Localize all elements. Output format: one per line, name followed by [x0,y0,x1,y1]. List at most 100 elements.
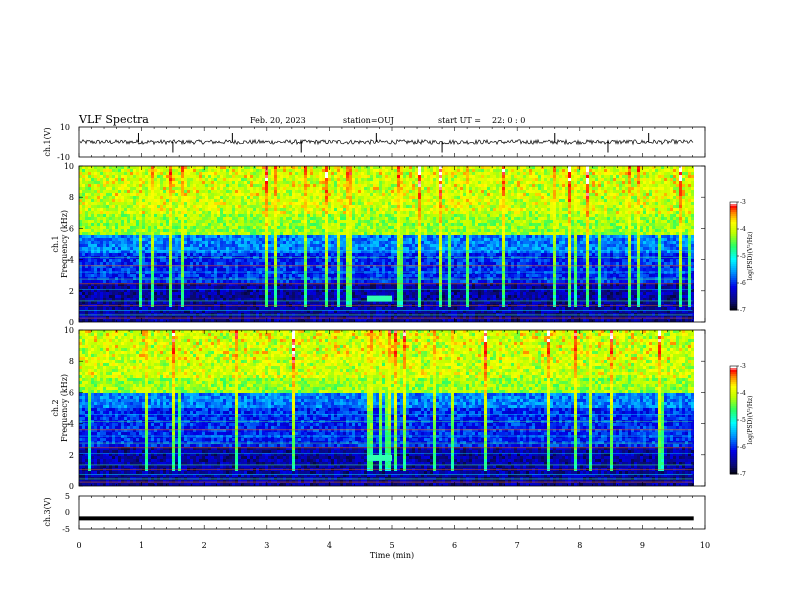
spec-cell [298,244,301,247]
spec-cell [253,223,256,226]
spec-cell [349,232,352,235]
spec-cell [97,190,100,193]
spec-cell [121,184,124,187]
spec-cell [79,253,82,256]
spec-cell [226,301,229,304]
spec-cell [277,193,280,196]
spec-cell [283,232,286,235]
spec-cell [175,205,178,208]
spec-cell [292,253,295,256]
spec-cell [160,283,163,286]
spec-cell [139,286,142,289]
spec-cell [175,295,178,298]
spec-cell [106,271,109,274]
spec-cell [292,202,295,205]
spec-cell [115,247,118,250]
spec-cell [244,178,247,181]
spec-cell [100,289,103,292]
spec-cell [301,298,304,301]
spec-cell [184,283,187,286]
spec-cell [154,292,157,295]
spec-cell [184,253,187,256]
spec-cell [145,217,148,220]
spec-cell [304,274,307,277]
spec-cell [205,271,208,274]
spec-cell [136,217,139,220]
spec-cell [346,271,349,274]
spec-cell [325,307,328,310]
spec-cell [178,265,181,268]
spec-cell [175,169,178,172]
spec-cell [328,247,331,250]
spec-cell [214,169,217,172]
spec-cell [145,286,148,289]
spec-cell [313,301,316,304]
spec-cell [163,292,166,295]
spec-cell [328,316,331,319]
spec-cell [106,253,109,256]
spec-cell [133,175,136,178]
spec-cell [301,214,304,217]
spec-cell [265,292,268,295]
spec-cell [118,172,121,175]
spec-cell [121,235,124,238]
spec-cell [82,172,85,175]
spec-cell [343,196,346,199]
spec-cell [97,286,100,289]
spec-cell [277,202,280,205]
spec-cell [199,199,202,202]
spec-cell [280,292,283,295]
spec-cell [259,307,262,310]
spec-cell [241,178,244,181]
spec-cell [172,208,175,211]
spec-cell [121,244,124,247]
spec-cell [79,205,82,208]
spec-cell [304,235,307,238]
spec-cell [193,295,196,298]
spec-cell [124,259,127,262]
spec-cell [199,280,202,283]
spec-cell [253,310,256,313]
spec-cell [91,214,94,217]
spec-cell [157,235,160,238]
spec-cell [91,184,94,187]
spec-cell [268,187,271,190]
spec-cell [277,295,280,298]
spec-cell [133,298,136,301]
spec-cell [118,247,121,250]
spec-cell [130,238,133,241]
spec-cell [301,247,304,250]
spec-cell [193,292,196,295]
spec-cell [202,268,205,271]
spec-cell [121,247,124,250]
spec-cell [295,205,298,208]
spec-cell [268,301,271,304]
spec-cell [358,178,361,181]
spec-cell [250,235,253,238]
spec-cell [256,271,259,274]
spec-cell [160,229,163,232]
spec-cell [106,193,109,196]
spec-cell [277,244,280,247]
spec-cell [97,310,100,313]
spec-cell [271,169,274,172]
spec-cell [139,187,142,190]
spec-cell [310,283,313,286]
spec-cell [247,253,250,256]
spec-cell [145,259,148,262]
spec-cell [154,166,157,169]
spec-cell [349,220,352,223]
spec-cell [301,175,304,178]
spec-cell [121,202,124,205]
spec-cell [118,307,121,310]
spec-cell [142,313,145,316]
spec-cell [175,310,178,313]
spec-cell [157,169,160,172]
spec-cell [331,280,334,283]
spec-cell [355,235,358,238]
spec-cell [244,226,247,229]
spec-cell [172,280,175,283]
spec-cell [301,229,304,232]
spec-cell [280,301,283,304]
spec-cell [313,280,316,283]
